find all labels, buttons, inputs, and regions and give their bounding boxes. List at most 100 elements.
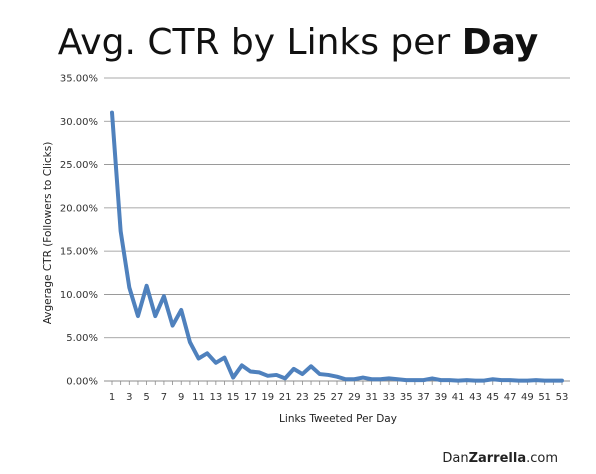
y-tick-label: 20.00%: [60, 203, 98, 214]
x-tick-label: 1: [109, 392, 115, 403]
y-tick-label: 10.00%: [60, 290, 98, 301]
x-tick-label: 43: [469, 392, 482, 403]
x-tick-label: 21: [279, 392, 292, 403]
credit: DanZarrella.com: [442, 451, 558, 466]
x-tick-label: 11: [192, 392, 205, 403]
data-point: [309, 364, 313, 368]
data-point: [413, 378, 417, 382]
data-point: [205, 351, 209, 355]
x-tick-label: 53: [556, 392, 569, 403]
x-axis-label: Links Tweeted Per Day: [279, 413, 397, 425]
y-tick-label: 5.00%: [66, 333, 98, 344]
data-point: [378, 377, 382, 381]
data-point: [240, 363, 244, 367]
data-point: [223, 356, 226, 360]
data-point: [197, 356, 201, 360]
data-point: [465, 378, 469, 382]
data-point: [274, 373, 278, 377]
data-point: [387, 376, 391, 380]
data-points: [110, 111, 564, 383]
data-point: [231, 376, 235, 380]
x-tick-label: 5: [143, 392, 149, 403]
data-point: [525, 379, 529, 383]
data-point: [482, 379, 486, 383]
data-point: [352, 377, 356, 381]
series-line: [110, 110, 564, 383]
data-point: [543, 379, 547, 383]
x-axis-ticks: 1 3 5 7 9 11 13 15 17 19 21 23 25 27 29 31 33 35 37 39 41 43 4…: [109, 381, 569, 403]
data-point: [430, 376, 434, 380]
x-tick-label: 39: [434, 392, 447, 403]
x-tick-label: 19: [261, 392, 274, 403]
credit-bold: Zarrella: [469, 451, 527, 466]
y-axis-ticks: 0.00% 5.00% 10.00% 15.00% 20.00% 25.00% 30.00%…: [60, 74, 98, 388]
x-tick-label: 37: [417, 392, 430, 403]
data-point: [404, 378, 408, 382]
y-tick-label: 15.00%: [60, 247, 98, 258]
x-tick-label: 33: [383, 392, 396, 403]
data-point: [560, 379, 564, 383]
data-point: [551, 379, 555, 383]
data-point: [361, 376, 365, 380]
data-point: [326, 373, 330, 377]
chart-title-bold: Day: [462, 22, 539, 63]
data-point: [292, 367, 296, 371]
data-point: [300, 372, 304, 376]
data-point: [153, 314, 157, 318]
x-tick-label: 51: [538, 392, 551, 403]
data-point: [257, 370, 261, 374]
data-point: [127, 286, 131, 290]
x-tick-label: 27: [331, 392, 344, 403]
credit-suffix: .com: [526, 451, 558, 466]
x-tick-label: 25: [313, 392, 326, 403]
data-point: [448, 378, 451, 382]
x-tick-label: 45: [486, 392, 499, 403]
data-point: [318, 372, 322, 376]
x-tick-label: 47: [504, 392, 517, 403]
x-tick-label: 29: [348, 392, 361, 403]
data-point: [491, 377, 495, 381]
data-point: [136, 314, 140, 318]
data-point: [248, 369, 252, 373]
data-point: [110, 111, 114, 115]
gridlines: [104, 77, 570, 339]
data-point: [119, 229, 123, 233]
x-tick-label: 17: [244, 392, 257, 403]
data-point: [214, 361, 218, 365]
data-point: [266, 374, 270, 378]
x-tick-label: 31: [365, 392, 378, 403]
data-point: [473, 379, 477, 383]
data-point: [370, 377, 374, 381]
x-tick-label: 41: [452, 392, 465, 403]
x-tick-label: 49: [521, 392, 534, 403]
y-tick-label: 30.00%: [60, 117, 98, 128]
data-point: [499, 378, 503, 382]
data-point: [283, 376, 287, 380]
data-point: [396, 377, 400, 381]
x-tick-label: 7: [161, 392, 167, 403]
data-point: [171, 324, 175, 328]
data-point: [534, 378, 538, 382]
x-tick-label: 15: [227, 392, 240, 403]
data-point: [162, 294, 166, 298]
y-axis-label: Avgerage CTR (Followers to Clicks): [42, 142, 54, 325]
data-point: [335, 375, 339, 379]
x-tick-label: 3: [126, 392, 132, 403]
data-point: [508, 378, 512, 382]
data-point: [456, 379, 460, 383]
data-point: [344, 377, 348, 381]
x-tick-label: 9: [178, 392, 184, 403]
data-point: [422, 378, 426, 382]
x-tick-label: 23: [296, 392, 309, 403]
y-tick-label: 25.00%: [60, 160, 98, 171]
x-tick-label: 35: [400, 392, 413, 403]
chart-title-main: Avg. CTR by Links per: [58, 22, 462, 63]
data-point: [517, 379, 521, 383]
chart-title: Avg. CTR by Links per Day: [58, 22, 538, 63]
data-point: [145, 284, 149, 288]
data-point: [439, 378, 443, 382]
y-tick-label: 35.00%: [60, 74, 98, 85]
credit-prefix: Dan: [442, 451, 468, 466]
x-tick-label: 13: [209, 392, 222, 403]
